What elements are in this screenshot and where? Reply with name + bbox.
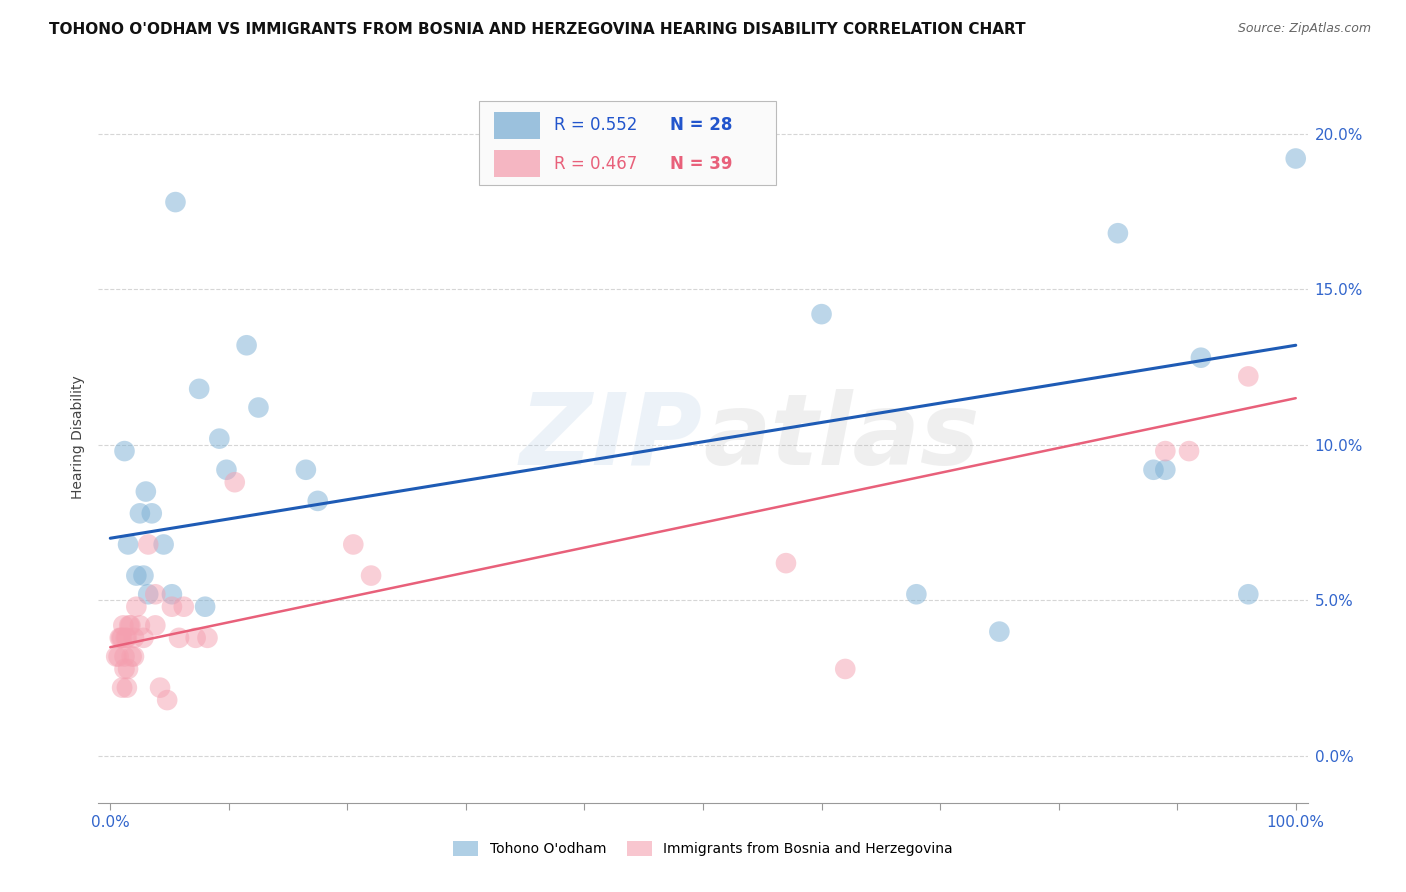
Point — [1107, 226, 1129, 240]
Point — [295, 463, 318, 477]
Point — [194, 599, 217, 614]
Point — [149, 681, 172, 695]
Point — [132, 631, 155, 645]
Point — [143, 587, 166, 601]
Point — [136, 587, 159, 601]
Point — [156, 693, 179, 707]
Point — [1285, 152, 1308, 166]
Point — [114, 631, 136, 645]
Point — [152, 537, 174, 551]
Point — [114, 444, 136, 458]
Y-axis label: Hearing Disability: Hearing Disability — [72, 376, 86, 499]
Point — [111, 681, 134, 695]
Point — [165, 195, 187, 210]
Point — [132, 568, 155, 582]
Point — [775, 556, 797, 570]
Text: ZIP: ZIP — [520, 389, 703, 485]
Point — [184, 631, 207, 645]
Point — [197, 631, 219, 645]
Bar — [494, 150, 540, 178]
Point — [107, 649, 129, 664]
Point — [117, 537, 139, 551]
Point — [114, 649, 136, 664]
Point — [224, 475, 246, 490]
Point — [1154, 463, 1177, 477]
Point — [108, 631, 131, 645]
Text: N = 39: N = 39 — [671, 154, 733, 172]
Point — [120, 618, 142, 632]
Point — [125, 568, 148, 582]
Point — [1154, 444, 1177, 458]
Point — [105, 649, 128, 664]
Text: R = 0.467: R = 0.467 — [554, 154, 637, 172]
Point — [115, 681, 138, 695]
Point — [173, 599, 195, 614]
Point — [160, 599, 183, 614]
Point — [135, 484, 157, 499]
Point — [215, 463, 238, 477]
Point — [235, 338, 257, 352]
Point — [1178, 444, 1201, 458]
Point — [114, 662, 136, 676]
Point — [125, 599, 148, 614]
Point — [110, 631, 132, 645]
Point — [1189, 351, 1212, 365]
Point — [1237, 369, 1260, 384]
Point — [810, 307, 832, 321]
Point — [115, 631, 138, 645]
Point — [905, 587, 928, 601]
Point — [122, 649, 145, 664]
Text: R = 0.552: R = 0.552 — [554, 117, 638, 135]
Point — [167, 631, 190, 645]
Point — [988, 624, 1011, 639]
Point — [112, 618, 135, 632]
Legend: Tohono O'odham, Immigrants from Bosnia and Herzegovina: Tohono O'odham, Immigrants from Bosnia a… — [449, 836, 957, 862]
Point — [360, 568, 382, 582]
Point — [208, 432, 231, 446]
Point — [117, 662, 139, 676]
Text: Source: ZipAtlas.com: Source: ZipAtlas.com — [1237, 22, 1371, 36]
Point — [118, 618, 141, 632]
Point — [342, 537, 364, 551]
Point — [1142, 463, 1164, 477]
FancyBboxPatch shape — [479, 101, 776, 185]
Point — [307, 494, 329, 508]
Point — [160, 587, 183, 601]
Text: N = 28: N = 28 — [671, 117, 733, 135]
Text: TOHONO O'ODHAM VS IMMIGRANTS FROM BOSNIA AND HERZEGOVINA HEARING DISABILITY CORR: TOHONO O'ODHAM VS IMMIGRANTS FROM BOSNIA… — [49, 22, 1026, 37]
Point — [141, 506, 163, 520]
Point — [136, 537, 159, 551]
Point — [834, 662, 856, 676]
Point — [111, 631, 134, 645]
Point — [129, 506, 152, 520]
Point — [129, 618, 152, 632]
Point — [121, 649, 143, 664]
Point — [143, 618, 166, 632]
Text: atlas: atlas — [703, 389, 980, 485]
Point — [1237, 587, 1260, 601]
Bar — [494, 112, 540, 139]
Point — [122, 631, 145, 645]
Point — [247, 401, 270, 415]
Point — [188, 382, 211, 396]
